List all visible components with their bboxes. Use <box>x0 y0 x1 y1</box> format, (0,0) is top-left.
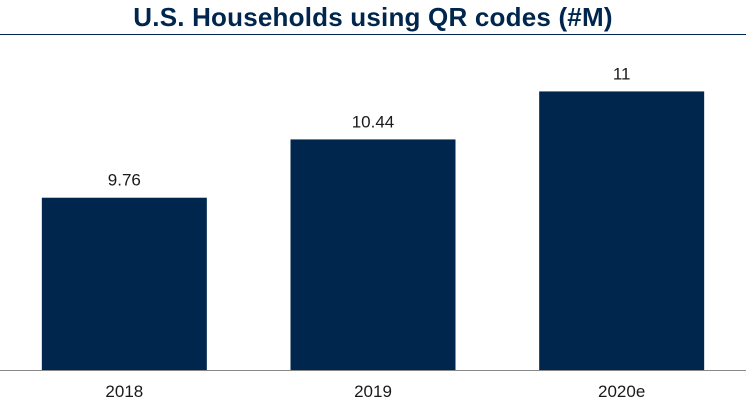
title-underline <box>0 34 746 35</box>
data-label-2019: 10.44 <box>352 112 395 131</box>
chart-title: U.S. Households using QR codes (#M) <box>133 2 613 32</box>
bar-2020e <box>539 91 705 370</box>
data-label-2020e: 11 <box>613 64 631 83</box>
bar-2018 <box>41 197 207 370</box>
bar-2019 <box>290 139 456 370</box>
data-label-2018: 9.76 <box>108 171 141 190</box>
x-tick-label-2020e: 2020e <box>598 382 645 400</box>
x-tick-label-2019: 2019 <box>354 382 392 400</box>
x-tick-label-2018: 2018 <box>105 382 143 400</box>
